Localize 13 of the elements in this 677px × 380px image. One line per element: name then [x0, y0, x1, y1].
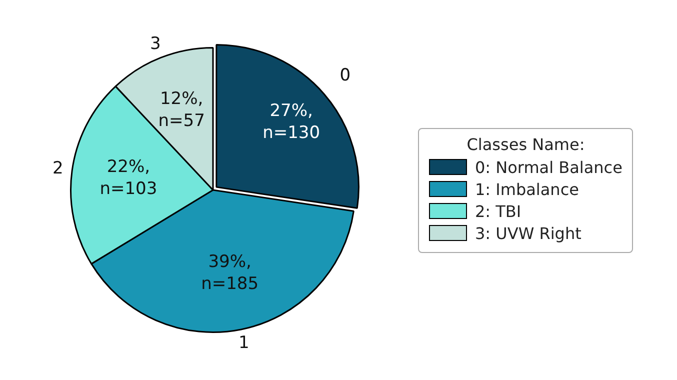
data-label: 22%, n=103	[100, 156, 158, 199]
text: 0	[340, 66, 351, 86]
legend-label: 2: TBI	[475, 202, 522, 220]
data-label: 27%, n=130	[262, 100, 320, 143]
legend-label: 1: Imbalance	[475, 180, 579, 198]
data-label: 12%, n=57	[158, 89, 205, 132]
text: 3	[150, 34, 161, 54]
text: 2	[52, 158, 64, 178]
legend-label: 3: UVW Right	[475, 224, 582, 242]
data-label: 39%, n=185	[201, 252, 259, 294]
legend-label: 0: Normal Balance	[475, 158, 622, 176]
text: 1	[238, 332, 250, 353]
legend-title: Classes Name:	[466, 134, 586, 154]
